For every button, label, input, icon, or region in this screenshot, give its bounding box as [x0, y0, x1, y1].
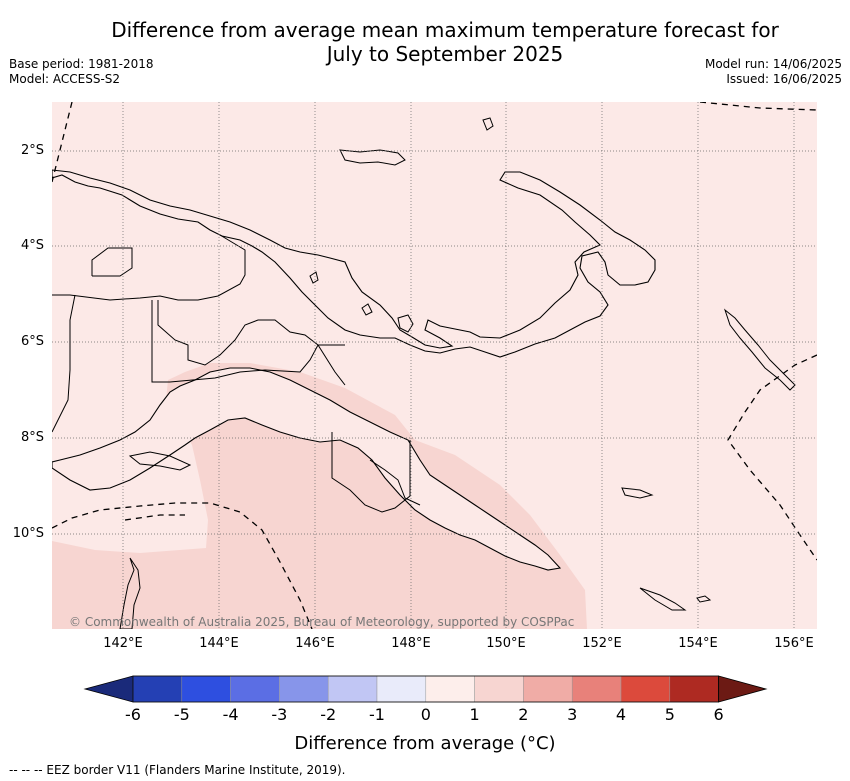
colorbar-bin-7: [425, 675, 475, 703]
copyright-notice: © Commonwealth of Australia 2025, Bureau…: [69, 615, 575, 629]
lat-tick-8s: 8°S: [20, 430, 44, 445]
island-torres: [696, 595, 712, 603]
border-provinces-west: [91, 247, 133, 277]
chart-title: Difference from average mean maximum tem…: [60, 18, 830, 66]
meta-right: Model run: 14/06/2025 Issued: 16/06/2025: [705, 57, 842, 87]
colorbar-tick-6: 0: [420, 705, 431, 724]
border-provinces-south: [151, 300, 345, 383]
meta-left: Base period: 1981-2018 Model: ACCESS-S2: [9, 57, 154, 87]
lon-tick-146: 146°E: [295, 636, 335, 651]
colorbar-bin-2: [181, 675, 231, 703]
lat-tick-10s: 10°S: [12, 526, 44, 541]
colorbar-tick-4: -2: [320, 705, 337, 724]
border-indonesia-png: [52, 234, 246, 301]
colorbar-tick-1: -5: [173, 705, 190, 724]
eez-border-ne: [699, 102, 817, 111]
lon-tick-150: 150°E: [486, 636, 526, 651]
colorbar-outline: [132, 675, 719, 703]
gridlines: [52, 102, 817, 629]
land-south-coast: [52, 367, 562, 571]
title-line-2: July to September 2025: [326, 42, 564, 66]
island-rossel: [639, 587, 687, 611]
island-misc-3: [309, 271, 319, 284]
base-period: Base period: 1981-2018: [9, 57, 154, 71]
lat-tick-6s: 6°S: [20, 334, 44, 349]
eez-border-east: [727, 354, 817, 561]
title-line-1: Difference from average mean maximum tem…: [111, 18, 779, 42]
colorbar-bin-10: [571, 675, 622, 703]
colorbar-tick-8: 2: [518, 705, 529, 724]
lon-tick-144: 144°E: [199, 636, 239, 651]
island-manus: [482, 117, 494, 131]
island-misc-1: [397, 314, 414, 333]
lon-tick-156: 156°E: [774, 636, 814, 651]
colorbar-tick-7: 1: [469, 705, 480, 724]
lat-tick-4s: 4°S: [20, 238, 44, 253]
border-provinces-mid: [157, 300, 346, 386]
border-west-coast: [52, 294, 76, 433]
model-name: Model: ACCESS-S2: [9, 72, 121, 86]
colorbar-tick-9: 3: [567, 705, 578, 724]
island-daru: [128, 451, 192, 471]
eez-border-coral-sea: [124, 514, 185, 521]
colorbar-bin-3: [230, 675, 280, 703]
island-bougainville: [723, 308, 796, 391]
colorbar-extend-low: [83, 675, 134, 703]
colorbar-bin-4: [279, 675, 329, 703]
colorbar-label: Difference from average (°C): [294, 733, 556, 754]
land-new-guinea: [52, 169, 656, 358]
border-provinces-east: [331, 432, 411, 513]
colorbar-extend-high: [718, 675, 768, 703]
colorbar-tick-12: 6: [713, 705, 724, 724]
lat-tick-2s: 2°S: [20, 143, 44, 158]
colorbar-bin-5: [327, 675, 378, 703]
colorbar-tick-11: 5: [664, 705, 675, 724]
colorbar-bin-6: [376, 675, 427, 703]
colorbar-bin-11: [620, 675, 671, 703]
land-cape-york: [119, 557, 141, 629]
colorbar-tick-10: 4: [615, 705, 627, 724]
colorbar-tick-5: -1: [369, 705, 385, 724]
model-run: Model run: 14/06/2025: [704, 57, 842, 71]
lon-tick-154: 154°E: [678, 636, 718, 651]
colorbar-bin-12: [669, 675, 719, 703]
colorbar-bin-8: [474, 675, 524, 703]
island-misc-2: [361, 303, 373, 316]
lon-tick-142: 142°E: [103, 636, 143, 651]
colorbar-tick-0: -6: [125, 705, 141, 724]
colorbar: [83, 675, 768, 703]
colorbar-bin-1: [132, 675, 183, 703]
colorbar-tick-2: -4: [222, 705, 239, 724]
border-png-png-2: [369, 459, 421, 506]
eez-border-north: [52, 102, 73, 183]
lon-tick-152: 152°E: [582, 636, 622, 651]
island-louisiade: [621, 487, 654, 499]
issued-date: Issued: 16/06/2025: [726, 72, 842, 86]
colorbar-bin-9: [523, 675, 573, 703]
colorbar-tick-3: -3: [271, 705, 288, 724]
lon-tick-148: 148°E: [391, 636, 431, 651]
eez-legend: -- -- -- EEZ border V11 (Flanders Marine…: [9, 763, 346, 777]
